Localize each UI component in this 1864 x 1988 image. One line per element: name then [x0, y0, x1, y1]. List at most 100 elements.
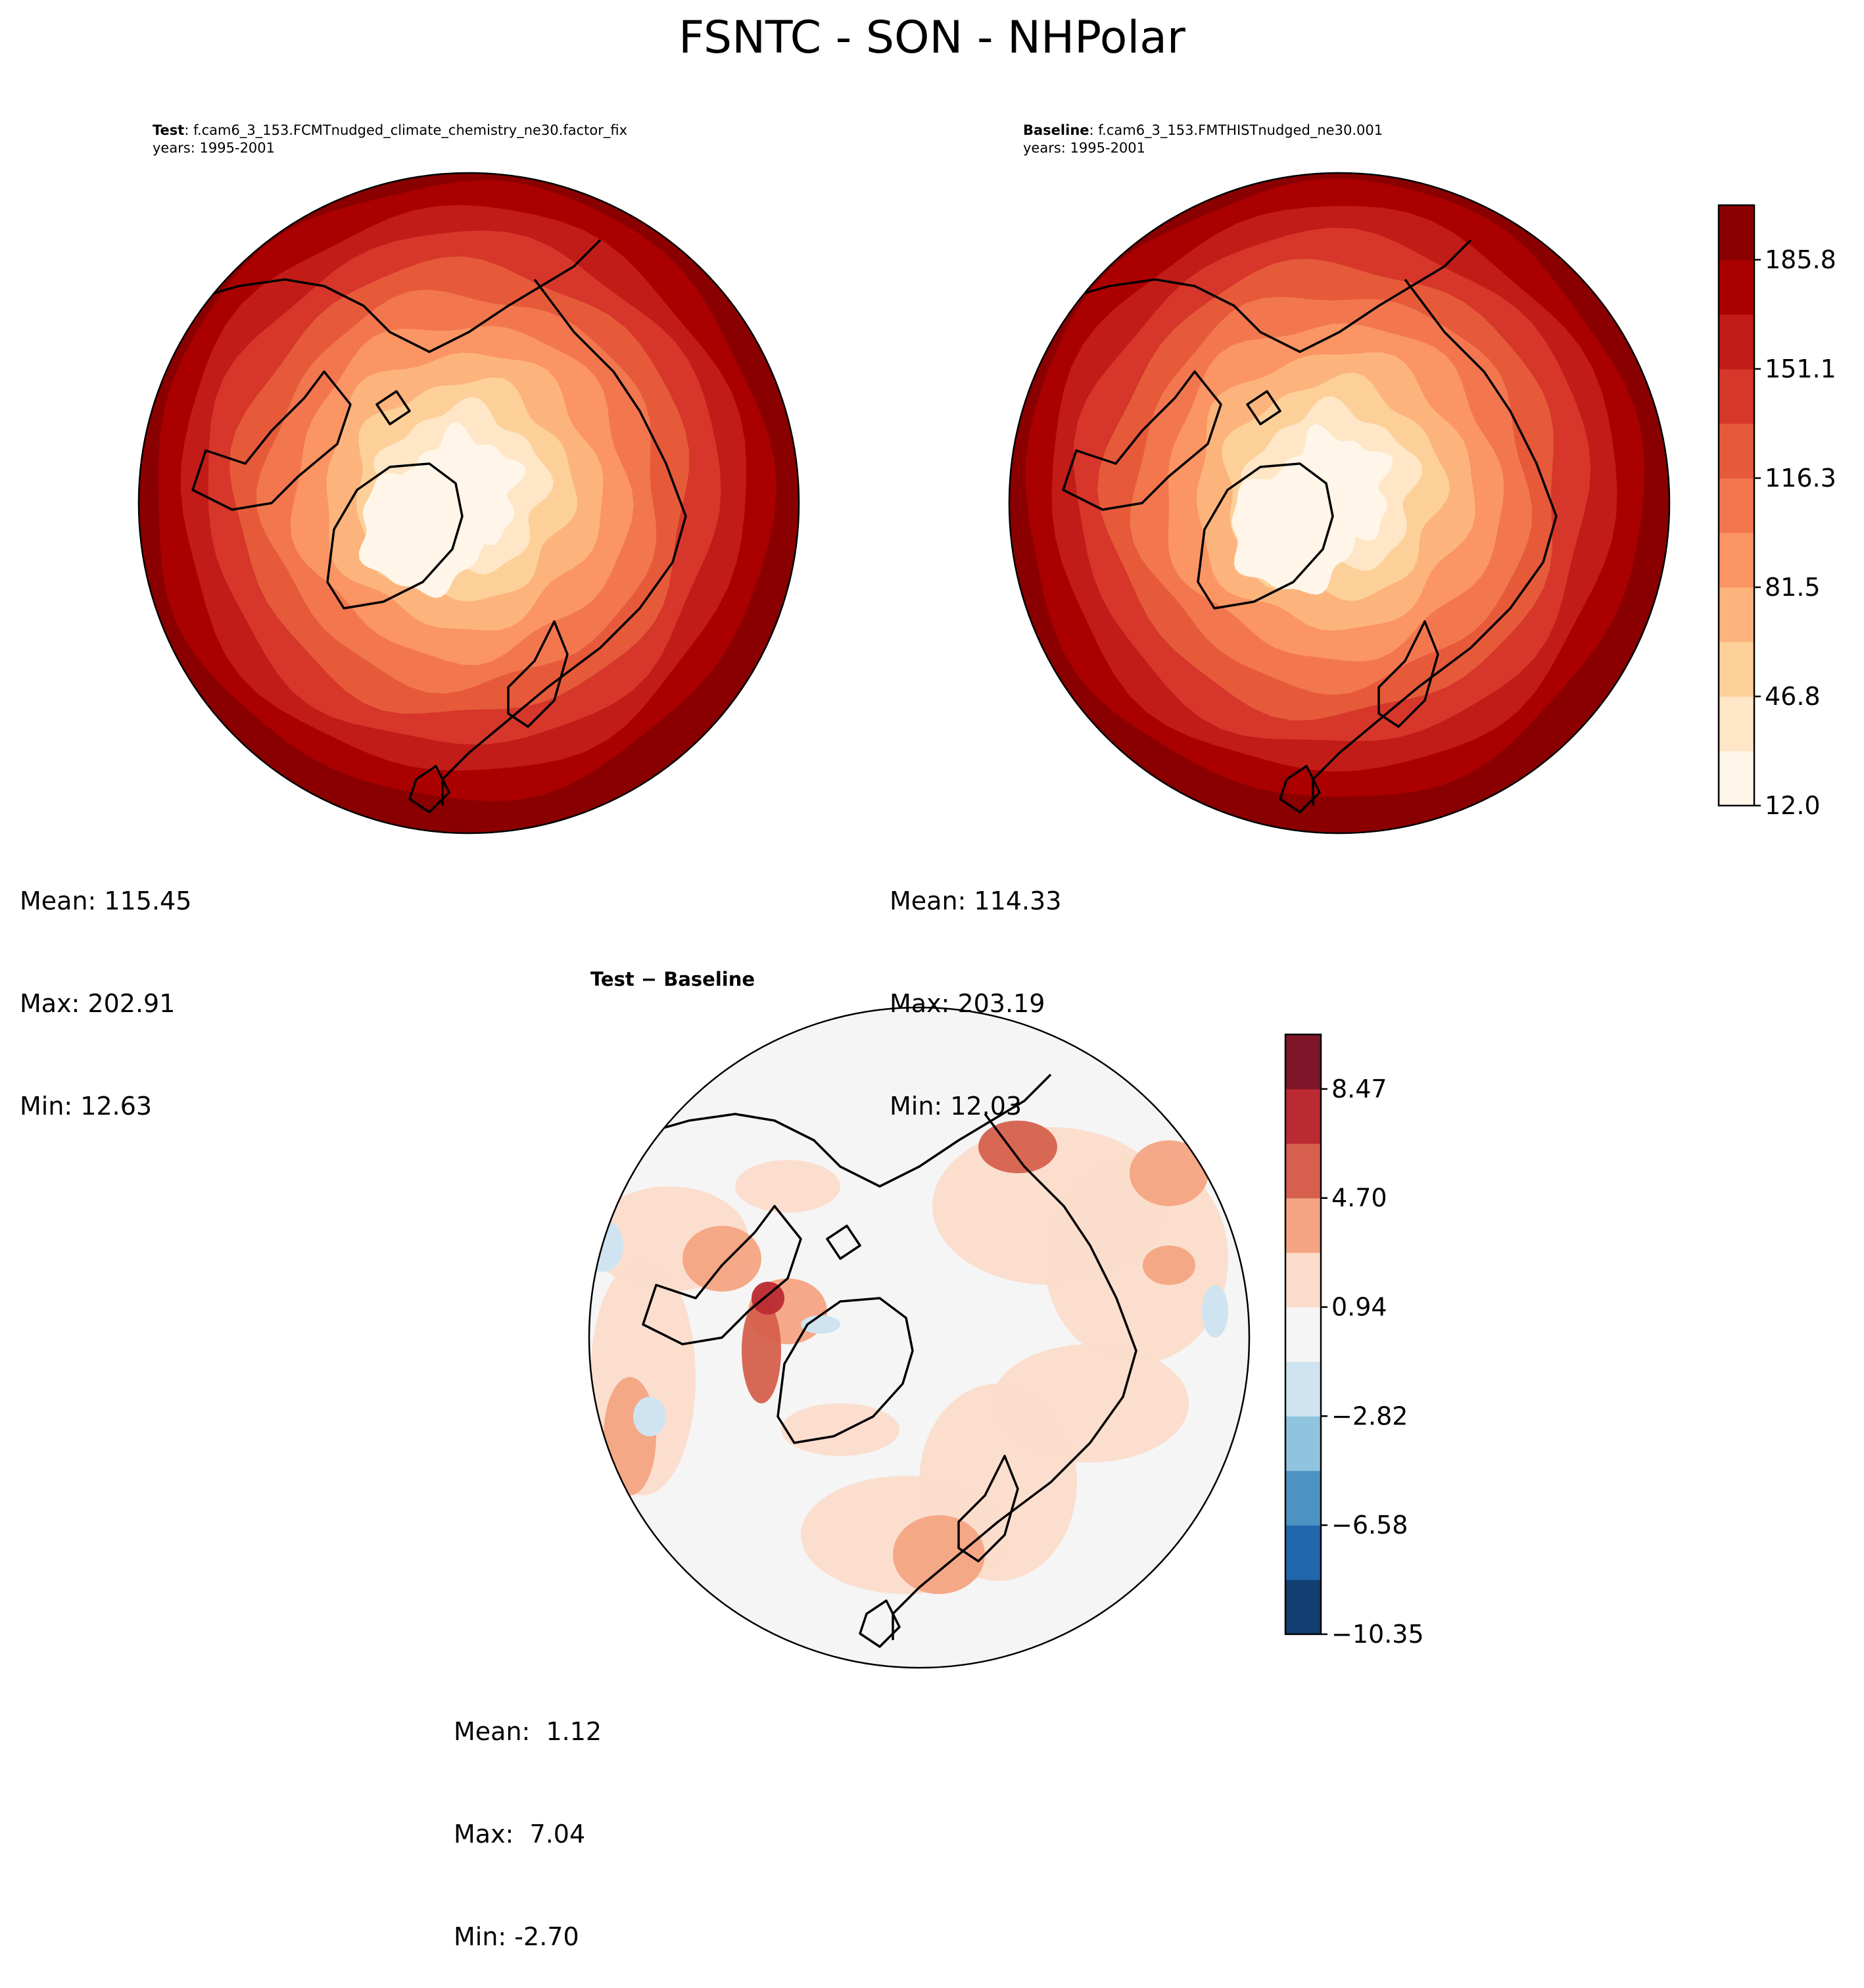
- contour-band: [735, 1160, 840, 1213]
- baseline-panel-title: Baseline: f.cam6_3_153.FMTHISTnudged_ne3…: [1023, 122, 1383, 156]
- scandinavia-coastline: [1377, 620, 1439, 728]
- colorbar-segment: [1719, 369, 1754, 424]
- contour-band: [1130, 1140, 1208, 1206]
- colorbar-tick-label: 116.3: [1765, 464, 1836, 493]
- contour-band: [633, 1397, 666, 1436]
- arctic-islands-coastline: [375, 390, 411, 425]
- colorbar-tick-label: 81.5: [1765, 573, 1821, 602]
- colorbar-segment: [1285, 1088, 1321, 1144]
- test-years: years: 1995-2001: [153, 140, 275, 156]
- colorbar-tick-label: −2.82: [1331, 1401, 1408, 1430]
- contour-band: [893, 1515, 985, 1594]
- contour-band: [1044, 1153, 1228, 1364]
- colorbar-tick-label: 4.70: [1331, 1184, 1387, 1213]
- baseline-case-name: f.cam6_3_153.FMTHISTnudged_ne30.001: [1098, 122, 1383, 138]
- test-min: Min: 12.63: [20, 1092, 153, 1121]
- colorbar-segment: [1285, 1470, 1321, 1526]
- colorbar-tick-label: 12.0: [1765, 791, 1821, 820]
- contour-band: [589, 1219, 623, 1272]
- test-panel-title: Test: f.cam6_3_153.FCMTnudged_climate_ch…: [153, 122, 628, 156]
- diff-mean: Mean: 1.12: [454, 1717, 602, 1746]
- baseline-stats: Mean: 114.33 Max: 203.19 Min: 12.03: [890, 815, 1061, 1157]
- map-boundary: [1008, 172, 1671, 835]
- greenland-coastline: [777, 1297, 914, 1444]
- colorbar-tick-label: −10.35: [1331, 1620, 1424, 1649]
- contour-band: [978, 1121, 1057, 1173]
- test-case-name: f.cam6_3_153.FCMTnudged_climate_chemistr…: [193, 122, 628, 138]
- contour-band: [752, 1282, 784, 1315]
- hudson-bay-coastline: [191, 370, 352, 511]
- contour-band: [1143, 1246, 1195, 1285]
- diff-max: Max: 7.04: [454, 1820, 586, 1849]
- test-mean: Mean: 115.45: [20, 886, 192, 915]
- british-isles-coastline: [408, 765, 450, 813]
- colorbar-tick-label: −6.58: [1331, 1511, 1408, 1539]
- colorbar-tick-label: 185.8: [1765, 245, 1836, 274]
- eurasia-coastline: [892, 1113, 1137, 1640]
- colorbar-segment: [1719, 751, 1754, 806]
- eurasia-coastline: [1312, 278, 1558, 806]
- colorbar-segment: [1719, 696, 1754, 752]
- test-polar-map: [137, 172, 800, 835]
- diff-panel-title: Test − Baseline: [590, 968, 755, 990]
- contour-band: [604, 1377, 656, 1495]
- colorbar-segment: [1285, 1198, 1321, 1253]
- greenland-coastline: [1197, 462, 1334, 610]
- difference-colorbar: −10.35 −6.58 −2.82 0.94 4.70 8.47: [1284, 1033, 1424, 1649]
- baseline-mean: Mean: 114.33: [890, 886, 1062, 915]
- contour-band: [742, 1298, 781, 1403]
- colorbar-tick-label: 151.1: [1765, 354, 1836, 383]
- colorbar-segment: [1285, 1307, 1321, 1362]
- colorbar-outline: [1284, 1033, 1322, 1636]
- eurasia-coastline: [441, 278, 687, 806]
- map-boundary: [588, 1006, 1251, 1669]
- arctic-islands-coastline: [1246, 390, 1281, 425]
- colorbar-tick-label: 0.94: [1331, 1293, 1387, 1322]
- diff-stats: Mean: 1.12 Max: 7.04 Min: -2.70: [454, 1646, 602, 1988]
- baseline-years: years: 1995-2001: [1023, 140, 1146, 156]
- baseline-max: Max: 203.19: [890, 989, 1045, 1018]
- baseline-min: Min: 12.03: [890, 1092, 1022, 1121]
- colorbar-tick-label: 8.47: [1331, 1075, 1387, 1103]
- greenland-coastline: [326, 462, 464, 610]
- colorbar-segment: [1285, 1361, 1321, 1417]
- colorbar-segment: [1719, 533, 1754, 588]
- colorbar-segment: [1285, 1416, 1321, 1471]
- colorbar-segment: [1719, 314, 1754, 370]
- colorbar-segment: [1285, 1034, 1321, 1090]
- absolute-colorbar: 12.0 46.8 81.5 116.3 151.1 185.8: [1717, 204, 1836, 820]
- colorbar-segment: [1285, 1580, 1321, 1635]
- test-label: Test: [153, 122, 185, 138]
- colorbar-segment: [1719, 587, 1754, 642]
- colorbar-segment: [1285, 1525, 1321, 1580]
- colorbar-segment: [1719, 205, 1754, 260]
- baseline-polar-map: [1008, 172, 1671, 835]
- colorbar-outline: [1717, 204, 1756, 807]
- british-isles-coastline: [1279, 765, 1321, 813]
- diff-min: Min: -2.70: [454, 1922, 579, 1951]
- north-america-coastline: [590, 1073, 1052, 1188]
- colorbar-segment: [1719, 424, 1754, 479]
- north-america-coastline: [1010, 239, 1472, 353]
- test-max: Max: 202.91: [20, 989, 176, 1018]
- hudson-bay-coastline: [642, 1205, 802, 1346]
- british-isles-coastline: [859, 1599, 901, 1648]
- contour-band: [682, 1226, 761, 1292]
- colorbar-segment: [1285, 1252, 1321, 1308]
- colorbar-tick-label: 46.8: [1765, 682, 1821, 711]
- figure-title: FSNTC - SON - NHPolar: [679, 12, 1185, 64]
- colorbar-segment: [1285, 1143, 1321, 1199]
- contour-band: [1202, 1285, 1228, 1338]
- north-america-coastline: [139, 239, 602, 353]
- scandinavia-coastline: [957, 1455, 1019, 1563]
- hudson-bay-coastline: [1062, 370, 1222, 511]
- test-stats: Mean: 115.45 Max: 202.91 Min: 12.63: [20, 815, 191, 1157]
- scandinavia-coastline: [507, 620, 569, 728]
- arctic-islands-coastline: [826, 1224, 861, 1260]
- colorbar-segment: [1719, 478, 1754, 533]
- contour-band: [781, 1403, 899, 1456]
- map-boundary: [137, 172, 800, 835]
- colorbar-segment: [1719, 260, 1754, 315]
- contour-band: [801, 1315, 840, 1334]
